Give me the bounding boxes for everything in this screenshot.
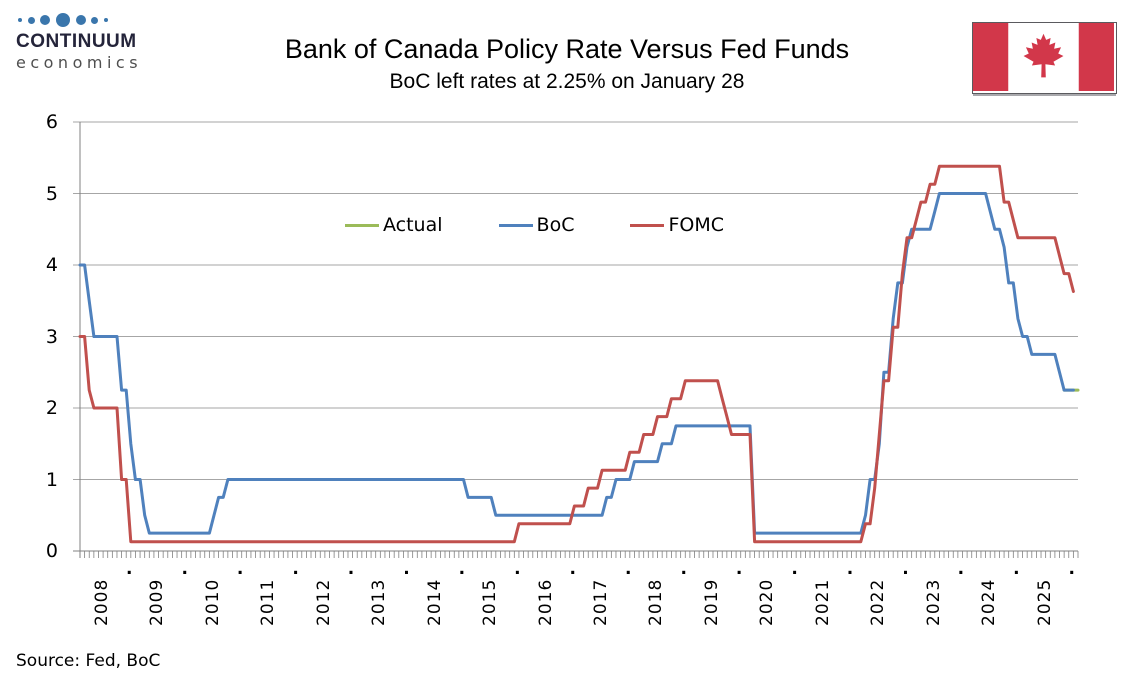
chart-legend: Actual BoC FOMC bbox=[345, 212, 724, 238]
legend-item-fomc: FOMC bbox=[630, 212, 724, 238]
logo-dot-icon bbox=[75, 15, 86, 25]
logo-subtext: economics bbox=[16, 53, 143, 72]
legend-label: Actual bbox=[383, 214, 443, 236]
logo-dot-icon bbox=[103, 18, 108, 22]
logo-dot-icon bbox=[55, 13, 70, 27]
canada-flag-svg bbox=[973, 23, 1114, 91]
logo-dot-icon bbox=[91, 16, 99, 24]
logo-wordmark: CONTINUUM bbox=[16, 31, 137, 52]
chart-title: Bank of Canada Policy Rate Versus Fed Fu… bbox=[284, 34, 850, 64]
canada-flag-icon bbox=[972, 22, 1117, 94]
series-line-fomc bbox=[78, 164, 1075, 544]
legend-swatch-icon bbox=[345, 223, 379, 227]
series-line-boc bbox=[78, 192, 1075, 535]
legend-label: BoC bbox=[536, 214, 575, 236]
logo-dot-icon bbox=[40, 15, 51, 25]
logo-dots-icon bbox=[18, 12, 108, 28]
legend-item-boc: BoC bbox=[498, 212, 575, 238]
legend-item-actual: Actual bbox=[345, 212, 443, 238]
source-note: Source: Fed, BoC bbox=[16, 651, 161, 671]
maple-leaf-icon bbox=[1023, 33, 1064, 78]
legend-label: FOMC bbox=[668, 214, 725, 236]
logo-dot-icon bbox=[27, 16, 35, 24]
logo-dot-icon bbox=[18, 18, 22, 22]
legend-swatch-icon bbox=[630, 223, 665, 227]
chart-subtitle: BoC left rates at 2.25% on January 28 bbox=[389, 70, 745, 93]
continuum-economics-logo: CONTINUUM economics bbox=[16, 12, 186, 72]
legend-swatch-icon bbox=[498, 223, 533, 227]
